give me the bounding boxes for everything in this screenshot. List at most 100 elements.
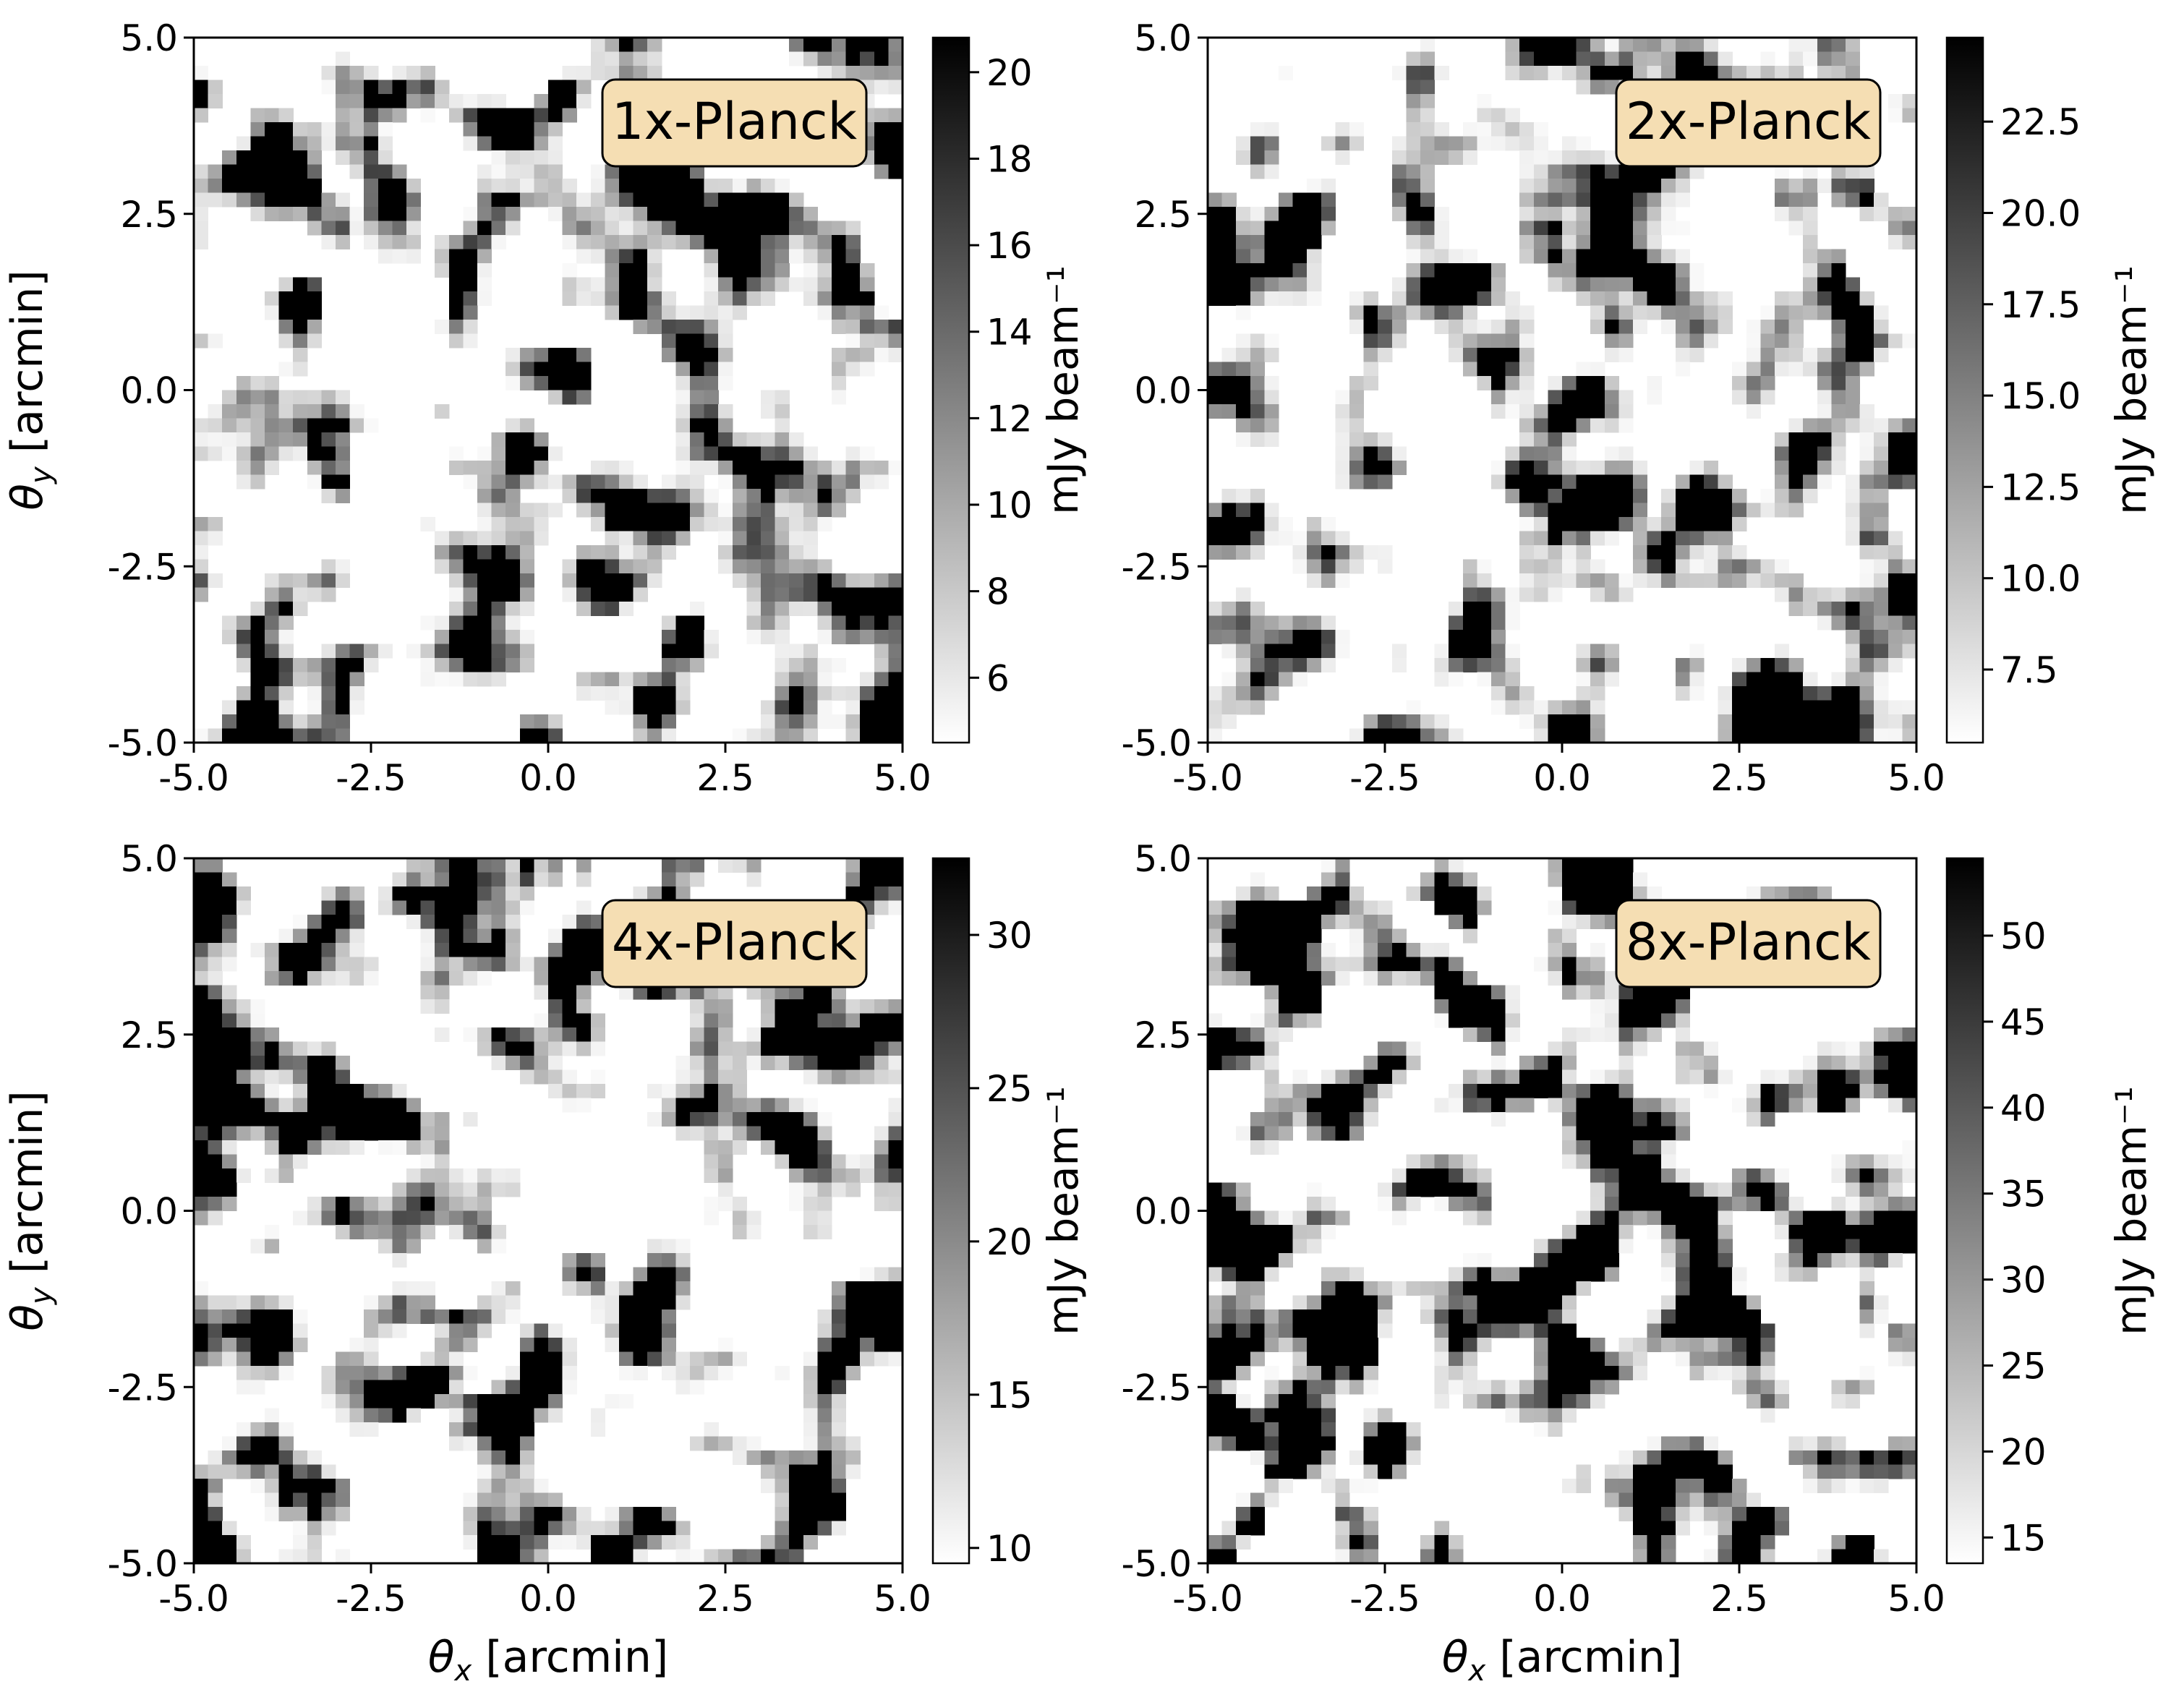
- heatmap-pixel: [1604, 207, 1619, 222]
- heatmap-pixel: [463, 1197, 478, 1212]
- heatmap-pixel: [1519, 333, 1535, 349]
- heatmap-pixel: [1590, 164, 1605, 179]
- heatmap-pixel: [1846, 38, 1861, 53]
- heatmap-pixel: [1279, 1380, 1294, 1395]
- heatmap-pixel: [548, 1380, 563, 1395]
- heatmap-pixel: [761, 602, 776, 617]
- heatmap-pixel: [265, 291, 280, 307]
- heatmap-pixel: [1604, 1366, 1619, 1381]
- heatmap-pixel: [1675, 474, 1690, 490]
- heatmap-pixel: [860, 461, 875, 476]
- heatmap-pixel: [562, 489, 577, 504]
- heatmap-pixel: [647, 489, 662, 504]
- x-tick-label: -2.5: [336, 1578, 406, 1620]
- heatmap-pixel: [1803, 51, 1818, 67]
- heatmap-pixel: [1307, 531, 1322, 546]
- heatmap-pixel: [1887, 1098, 1903, 1113]
- heatmap-pixel: [1887, 1239, 1903, 1254]
- heatmap-pixel: [506, 164, 521, 179]
- heatmap-pixel: [1562, 1408, 1577, 1423]
- heatmap-pixel: [1378, 474, 1393, 490]
- heatmap-pixel: [534, 1366, 549, 1381]
- heatmap-pixel: [1349, 305, 1365, 320]
- heatmap-pixel: [491, 1182, 506, 1197]
- heatmap-pixel: [1236, 1267, 1251, 1282]
- heatmap-pixel: [1675, 291, 1690, 307]
- heatmap-pixel: [1406, 263, 1421, 278]
- heatmap-pixel: [817, 1197, 832, 1212]
- heatmap-pixel: [1817, 714, 1832, 730]
- heatmap-pixel: [860, 66, 875, 81]
- heatmap-pixel: [435, 1140, 450, 1155]
- heatmap-pixel: [1590, 900, 1605, 915]
- heatmap-pixel: [278, 1351, 294, 1367]
- heatmap-pixel: [506, 418, 521, 433]
- heatmap-pixel: [548, 179, 563, 194]
- heatmap-pixel: [732, 1041, 747, 1056]
- heatmap-pixel: [704, 235, 719, 250]
- heatmap-pixel: [1817, 700, 1832, 715]
- heatmap-pixel: [576, 1281, 592, 1296]
- heatmap-pixel: [1335, 545, 1350, 560]
- heatmap-pixel: [406, 872, 422, 887]
- heatmap-pixel: [463, 1323, 478, 1338]
- heatmap-pixel: [293, 136, 308, 151]
- heatmap-pixel: [1831, 404, 1846, 419]
- heatmap-pixel: [1292, 531, 1308, 546]
- heatmap-pixel: [1831, 1197, 1846, 1212]
- heatmap-pixel: [874, 1295, 889, 1310]
- heatmap-pixel: [1633, 1351, 1648, 1367]
- heatmap-pixel: [448, 333, 464, 349]
- heatmap-pixel: [194, 1492, 209, 1508]
- heatmap-pixel: [1618, 221, 1634, 236]
- heatmap-pixel: [392, 1182, 407, 1197]
- heatmap-pixel: [661, 872, 676, 887]
- heatmap-pixel: [321, 446, 336, 461]
- heatmap-pixel: [1874, 474, 1889, 490]
- heatmap-pixel: [817, 1140, 832, 1155]
- heatmap-pixel: [1519, 362, 1535, 377]
- heatmap-pixel: [406, 1168, 422, 1184]
- heatmap-pixel: [732, 474, 747, 490]
- heatmap-pixel: [519, 714, 534, 730]
- heatmap-pixel: [208, 1309, 223, 1325]
- heatmap-pixel: [832, 1380, 847, 1395]
- heatmap-image: [194, 38, 903, 743]
- heatmap-pixel: [619, 1394, 634, 1409]
- heatmap-pixel: [1590, 66, 1605, 81]
- heatmap-pixel: [562, 348, 577, 363]
- heatmap-pixel: [236, 1351, 251, 1367]
- heatmap-pixel: [746, 531, 762, 546]
- heatmap-pixel: [661, 630, 676, 645]
- heatmap-pixel: [1902, 1210, 1917, 1226]
- heatmap-pixel: [1264, 418, 1279, 433]
- heatmap-pixel: [1250, 1210, 1265, 1226]
- heatmap-pixel: [675, 1084, 691, 1099]
- heatmap-pixel: [1505, 672, 1520, 687]
- heatmap-pixel: [448, 531, 464, 546]
- heatmap-pixel: [1264, 1056, 1279, 1071]
- heatmap-pixel: [1788, 1225, 1804, 1240]
- heatmap-pixel: [1675, 1069, 1690, 1085]
- heatmap-pixel: [1604, 1267, 1619, 1282]
- heatmap-pixel: [420, 1197, 435, 1212]
- heatmap-pixel: [534, 728, 549, 743]
- heatmap-pixel: [1576, 728, 1591, 743]
- heatmap-pixel: [832, 305, 847, 320]
- heatmap-pixel: [278, 150, 294, 166]
- heatmap-pixel: [1505, 38, 1520, 53]
- heatmap-pixel: [1562, 51, 1577, 67]
- heatmap-pixel: [349, 1338, 364, 1353]
- heatmap-pixel: [746, 1112, 762, 1127]
- heatmap-pixel: [562, 1013, 577, 1028]
- heatmap-pixel: [1264, 971, 1279, 986]
- heatmap-pixel: [1264, 164, 1279, 179]
- heatmap-pixel: [761, 573, 776, 589]
- heatmap-pixel: [1661, 517, 1676, 532]
- heatmap-pixel: [562, 263, 577, 278]
- heatmap-pixel: [832, 263, 847, 278]
- heatmap-pixel: [1562, 66, 1577, 81]
- heatmap-pixel: [803, 489, 818, 504]
- heatmap-pixel: [1208, 291, 1223, 307]
- heatmap-pixel: [1519, 545, 1535, 560]
